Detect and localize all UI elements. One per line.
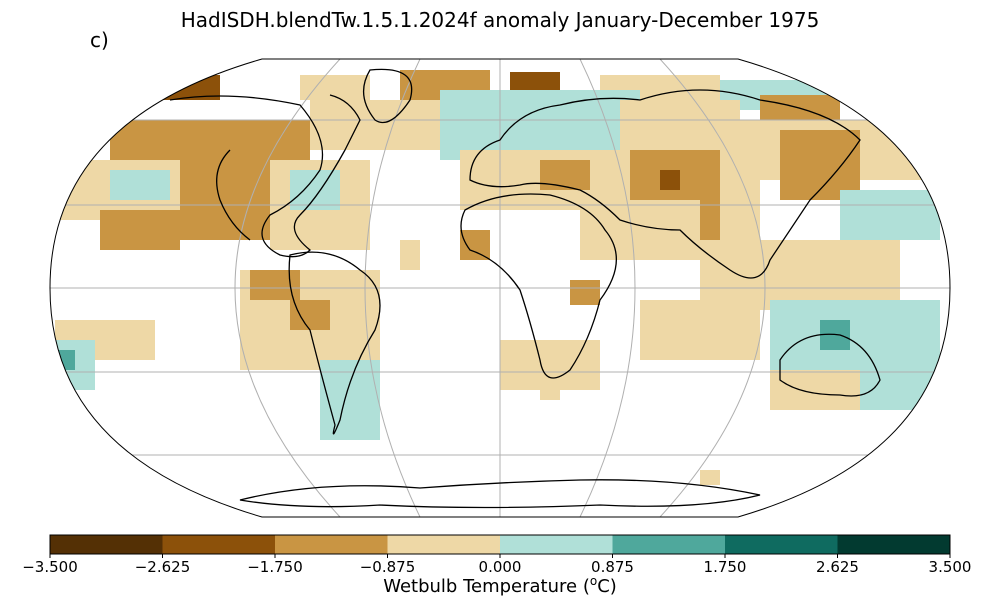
colorbar-tick-label: −3.500 bbox=[22, 558, 78, 576]
colorbar bbox=[49, 534, 951, 558]
colorbar-title-sup: o bbox=[589, 574, 598, 588]
panel-label: c) bbox=[90, 28, 109, 52]
colorbar-title-suffix: C) bbox=[597, 576, 617, 597]
colorbar-tick-label: 0.875 bbox=[591, 558, 634, 576]
colorbar-tick-label: −2.625 bbox=[134, 558, 191, 576]
anomaly-grid bbox=[55, 70, 940, 485]
map-title: HadISDH.blendTw.1.5.1.2024f anomaly Janu… bbox=[180, 8, 820, 32]
colorbar-segment bbox=[387, 535, 501, 554]
colorbar-segment bbox=[275, 535, 388, 554]
colorbar-tick-label: 1.750 bbox=[703, 558, 747, 576]
colorbar-segment bbox=[162, 535, 276, 554]
colorbar-title-prefix: Wetbulb Temperature ( bbox=[383, 576, 590, 597]
globe-outline bbox=[49, 58, 951, 518]
colorbar-segment bbox=[500, 535, 613, 554]
colorbar-tick-label: −0.875 bbox=[359, 558, 416, 576]
colorbar-segment bbox=[837, 535, 951, 554]
colorbar-ticks: −3.500 −2.625 −1.750 −0.875 0.000 0.875 1.750 2… bbox=[0, 558, 1000, 580]
colorbar-tick-label: −1.750 bbox=[247, 558, 303, 576]
colorbar-tick-label: 3.500 bbox=[928, 558, 972, 576]
coastlines bbox=[169, 68, 881, 509]
colorbar-title: Wetbulb Temperature (oC) bbox=[0, 574, 1000, 597]
colorbar-tick-label: 0.000 bbox=[478, 558, 522, 576]
colorbar-segment bbox=[612, 535, 726, 554]
graticule bbox=[50, 59, 950, 517]
colorbar-segment bbox=[725, 535, 838, 554]
colorbar-segment bbox=[50, 535, 163, 554]
colorbar-tick-label: 2.625 bbox=[816, 558, 859, 576]
